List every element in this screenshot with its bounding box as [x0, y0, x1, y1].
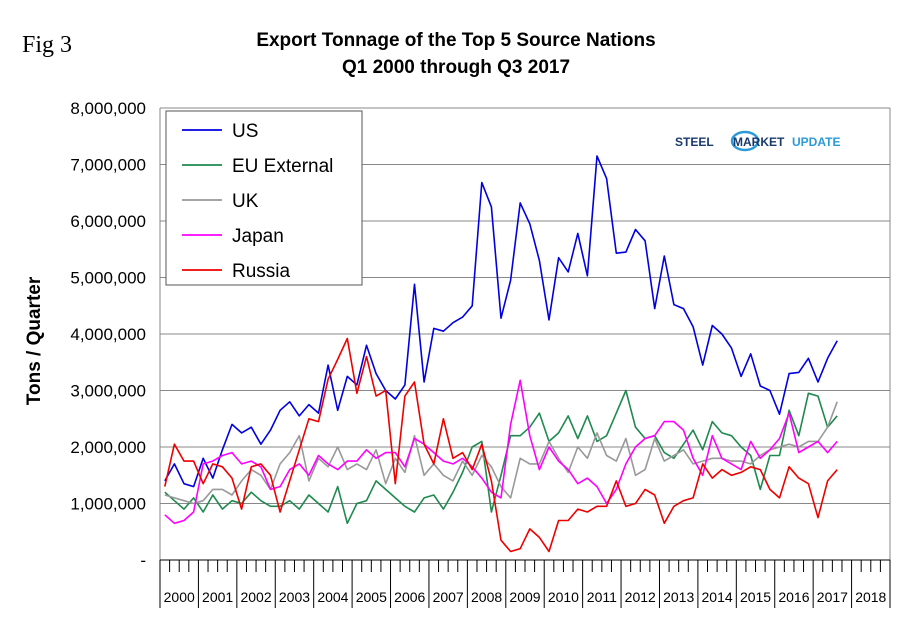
- x-tick-label: 2012: [625, 589, 656, 605]
- y-tick-label: 5,000,000: [70, 269, 146, 288]
- series-line-uk: [164, 401, 838, 505]
- logo-swoosh-icon: [730, 130, 760, 152]
- series-line-russia: [164, 337, 838, 553]
- y-axis-label: Tons / Quarter: [24, 276, 45, 405]
- legend-label: Russia: [232, 261, 291, 282]
- y-tick-label: 6,000,000: [70, 212, 146, 231]
- x-tick-label: 2015: [740, 589, 771, 605]
- x-tick-label: 2003: [279, 589, 310, 605]
- x-tick-label: 2017: [817, 589, 848, 605]
- series-line-us: [164, 155, 838, 488]
- series-lines: [164, 155, 838, 553]
- y-tick-label: 1,000,000: [70, 495, 146, 514]
- chart-subtitle: Q1 2000 through Q3 2017: [342, 57, 570, 78]
- legend-label: EU External: [232, 156, 333, 177]
- y-tick-label: 4,000,000: [70, 325, 146, 344]
- series-line-eu-external: [164, 389, 838, 525]
- y-tick-label: 3,000,000: [70, 382, 146, 401]
- x-tick-label: 2004: [317, 589, 348, 605]
- legend: US EU External UK Japan Russia: [165, 110, 363, 286]
- x-tick-label: 2011: [587, 589, 617, 605]
- legend-label: UK: [232, 191, 259, 212]
- series-line-japan: [164, 379, 838, 525]
- x-tick-label: 2010: [548, 589, 579, 605]
- logo-text-update: UPDATE: [792, 135, 840, 149]
- y-tick-label: 7,000,000: [70, 156, 146, 175]
- logo-text-market: MARKET: [733, 135, 785, 149]
- y-tick-label: -: [140, 551, 146, 570]
- x-tick-label: 2014: [702, 589, 733, 605]
- x-axis: 2000 2001 2002 2003 2004 2005 2006 2007 2008 2009…: [159, 559, 891, 608]
- legend-label: Japan: [232, 226, 284, 247]
- x-tick-label: 2008: [471, 589, 502, 605]
- y-tick-label: 8,000,000: [70, 99, 146, 118]
- x-tick-label: 2013: [663, 589, 694, 605]
- x-tick-label: 2016: [778, 589, 809, 605]
- x-tick-label: 2018: [855, 589, 886, 605]
- x-tick-label: 2007: [433, 589, 464, 605]
- x-tick-label: 2000: [164, 589, 195, 605]
- y-tick-label: 2,000,000: [70, 438, 146, 457]
- x-tick-label: 2001: [202, 589, 233, 605]
- x-tick-label: 2002: [240, 589, 271, 605]
- legend-box: [165, 110, 363, 286]
- x-tick-label: 2005: [356, 589, 387, 605]
- legend-label: US: [232, 121, 258, 142]
- logo-text-steel: STEEL: [675, 135, 714, 149]
- steel-market-update-logo: STEEL MARKET UPDATE: [675, 130, 840, 152]
- chart-title: Export Tonnage of the Top 5 Source Natio…: [256, 30, 655, 51]
- y-axis-ticks: - 1,000,000 2,000,000 3,000,000 4,000,000 5,0…: [70, 99, 146, 570]
- x-tick-label: 2006: [394, 589, 425, 605]
- figure-label: Fig 3: [22, 32, 72, 58]
- x-tick-label: 2009: [509, 589, 540, 605]
